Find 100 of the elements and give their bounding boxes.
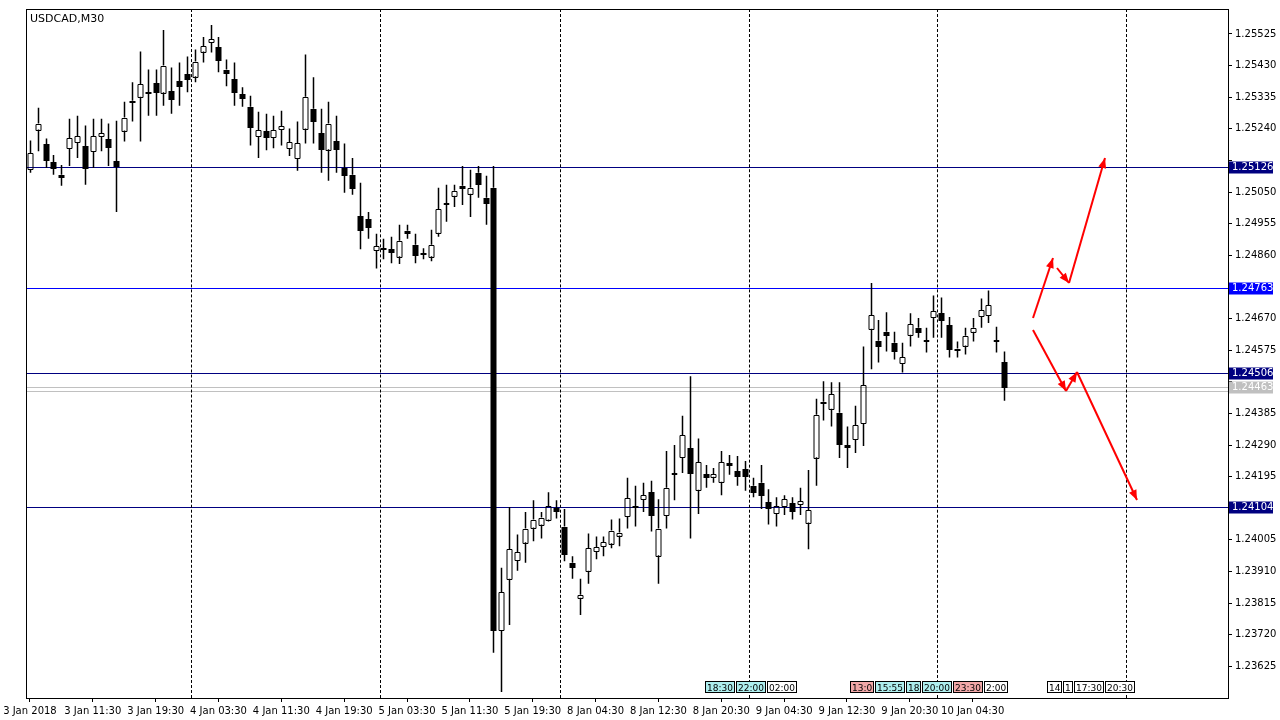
candlestick [923, 327, 930, 354]
candlestick [357, 182, 364, 251]
candlestick [105, 122, 112, 167]
candlestick [365, 211, 372, 240]
candlestick [310, 76, 317, 145]
x-tick-label: 4 Jan 03:30 [190, 704, 247, 716]
y-tick-label: 1.24955 [1235, 217, 1277, 229]
candlestick [113, 120, 120, 213]
candlestick [333, 115, 340, 174]
x-tick-label: 5 Jan 19:30 [504, 704, 562, 716]
annotation: 17:30 [1074, 681, 1104, 693]
candlestick [993, 326, 1000, 354]
x-tick-label: 5 Jan 03:30 [378, 704, 436, 716]
y-tick-label: 1.24670 [1235, 312, 1277, 324]
candlestick [1001, 350, 1008, 402]
annotation: 22:00 [736, 681, 766, 693]
candlestick [223, 58, 230, 87]
y-tick-label: 1.23815 [1235, 596, 1277, 608]
ref-line-label: 1.24506 [1232, 367, 1274, 379]
y-tick-label: 1.23720 [1235, 628, 1277, 640]
x-tick-label: 8 Jan 04:30 [567, 704, 625, 716]
x-tick-label: 4 Jan 19:30 [315, 704, 373, 716]
x-tick-label: 9 Jan 12:30 [818, 704, 876, 716]
x-tick-label: 9 Jan 04:30 [755, 704, 813, 716]
annotation: 02:00 [767, 681, 797, 693]
candlestick [247, 95, 254, 147]
candlestick [930, 294, 937, 339]
x-tick-label: 8 Jan 12:30 [629, 704, 687, 716]
candlestick [742, 460, 749, 492]
candlestick [632, 484, 639, 528]
chart-title: USDCAD,M30 [29, 12, 106, 25]
candlestick [35, 107, 42, 152]
y-tick-label: 1.24385 [1235, 407, 1277, 419]
candlestick [255, 111, 262, 159]
annotation: 15:55 [875, 681, 905, 693]
y-tick-label: 1.24290 [1235, 438, 1277, 450]
candlestick [215, 36, 222, 73]
candlestick [569, 555, 576, 580]
y-tick-label: 1.24005 [1235, 533, 1277, 545]
candlestick [938, 296, 945, 339]
candlestick [671, 444, 678, 502]
candlestick [341, 142, 348, 194]
annotation: 1 [1063, 681, 1073, 693]
ref-line-label: 1.24763 [1232, 282, 1274, 294]
candlestick [899, 342, 906, 374]
x-tick-label: 3 Jan 2018 [3, 704, 57, 716]
candlestick [412, 232, 419, 265]
y-tick-label: 1.24860 [1235, 248, 1277, 260]
candlestick [624, 476, 631, 530]
y-tick-label: 1.25050 [1235, 185, 1277, 197]
candlestick [561, 508, 568, 562]
annotation: 18 [906, 681, 922, 693]
candlestick [168, 66, 175, 115]
candlestick [58, 164, 65, 187]
candlestick [648, 479, 655, 533]
candlestick [577, 578, 584, 616]
y-tick-label: 1.25430 [1235, 59, 1277, 71]
x-tick-label: 4 Jan 11:30 [252, 704, 310, 716]
annotation: 13:0 [850, 681, 875, 693]
y-tick-label: 1.23910 [1235, 565, 1277, 577]
candlestick [891, 331, 898, 361]
candlestick [176, 61, 183, 107]
candlestick [875, 319, 882, 364]
x-tick-label: 8 Jan 20:30 [692, 704, 750, 716]
candlestick [836, 381, 843, 459]
candlestick [200, 36, 207, 64]
y-tick-label: 1.23625 [1235, 659, 1277, 671]
candlestick [758, 464, 765, 510]
candlestick [734, 455, 741, 487]
annotation: 20:00 [922, 681, 952, 693]
y-tick-label: 1.25335 [1235, 90, 1277, 102]
candlestick [475, 165, 482, 199]
annotation: 2:00 [984, 681, 1009, 693]
candlestick [640, 481, 647, 513]
x-tick-label: 3 Jan 19:30 [127, 704, 185, 716]
annotation: 18:30 [705, 681, 735, 693]
ref-line-label: 1.25126 [1232, 161, 1274, 173]
candlestick [278, 110, 285, 147]
candlestick [883, 311, 890, 353]
annotation: 23:30 [953, 681, 983, 693]
ref-line-label: 1.24104 [1232, 501, 1274, 513]
x-tick-label: 3 Jan 11:30 [64, 704, 122, 716]
annotation: 20:30 [1105, 681, 1135, 693]
ref-line-label: 1.24463 [1232, 381, 1274, 393]
x-tick-label: 5 Jan 11:30 [441, 704, 499, 716]
candlestick [349, 157, 356, 196]
candlestick [129, 81, 136, 123]
candlestick [208, 24, 215, 54]
y-tick-label: 1.24195 [1235, 470, 1277, 482]
annotation: 14 [1047, 681, 1063, 693]
y-tick-label: 1.25525 [1235, 27, 1277, 39]
x-tick-label: 9 Jan 20:30 [881, 704, 939, 716]
candlestick [443, 184, 450, 223]
candlestick [145, 68, 152, 117]
x-tick-label: 10 Jan 04:30 [941, 704, 1005, 716]
candlestick [970, 317, 977, 343]
y-tick-label: 1.25240 [1235, 122, 1277, 134]
candlestick [844, 425, 851, 469]
y-tick-label: 1.24575 [1235, 343, 1277, 355]
candlestick [231, 61, 238, 107]
